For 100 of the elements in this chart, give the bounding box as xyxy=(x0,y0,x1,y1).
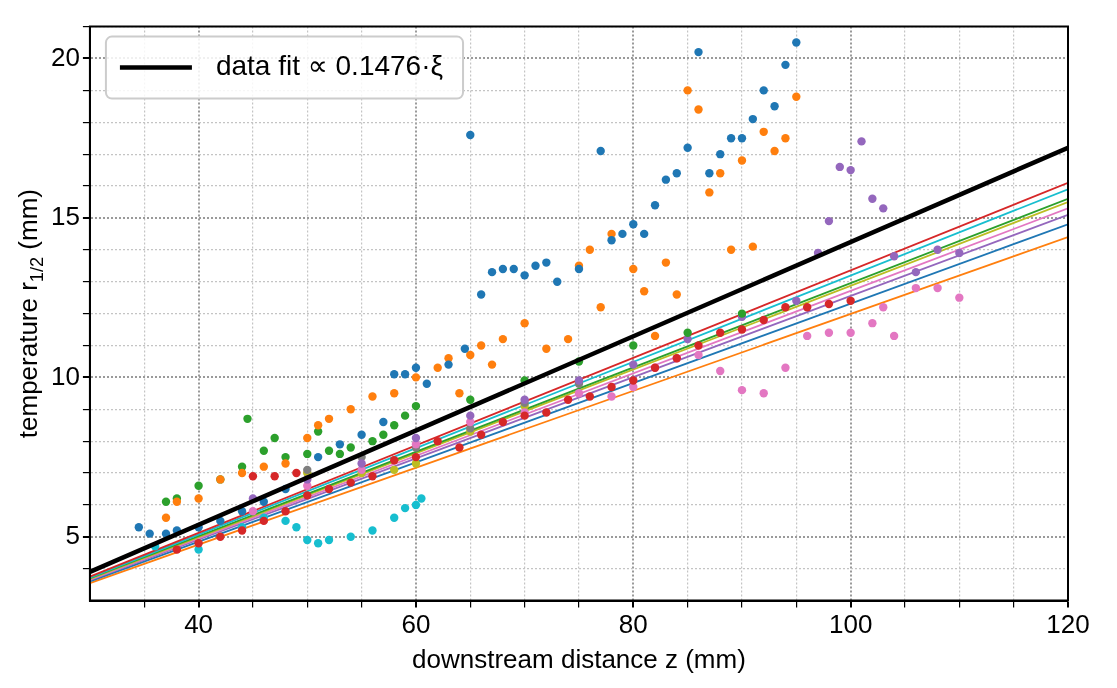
point xyxy=(759,315,768,325)
point xyxy=(824,328,834,337)
point xyxy=(770,146,779,156)
point xyxy=(705,188,714,197)
point xyxy=(281,507,290,516)
point xyxy=(357,430,366,439)
point xyxy=(455,443,464,452)
point xyxy=(955,248,964,258)
point xyxy=(390,389,399,398)
point xyxy=(313,421,323,430)
point xyxy=(498,334,508,344)
point xyxy=(248,507,258,516)
point xyxy=(281,516,290,526)
y-tick-label: 20 xyxy=(51,41,80,72)
point xyxy=(411,373,421,382)
point xyxy=(563,395,573,404)
point xyxy=(411,500,421,510)
point xyxy=(574,389,584,398)
point xyxy=(303,491,312,500)
point xyxy=(889,252,899,261)
y-tick-label: 5 xyxy=(65,519,80,550)
point xyxy=(346,443,355,452)
point xyxy=(243,414,252,424)
point xyxy=(476,341,486,350)
point xyxy=(531,261,540,270)
point xyxy=(716,169,725,178)
point xyxy=(455,389,464,398)
point xyxy=(716,328,725,337)
y-axis-title: temperature r1/2 (mm) xyxy=(13,189,47,439)
point xyxy=(476,290,486,299)
point xyxy=(879,303,888,312)
point xyxy=(683,143,692,152)
point xyxy=(596,303,605,312)
point xyxy=(520,395,529,404)
point xyxy=(661,175,671,184)
point xyxy=(639,229,649,239)
point xyxy=(824,299,834,309)
point xyxy=(194,481,203,490)
point xyxy=(726,245,736,255)
point xyxy=(400,369,410,379)
point xyxy=(194,494,203,503)
point xyxy=(466,350,475,360)
point xyxy=(248,472,258,481)
point xyxy=(281,459,290,468)
point xyxy=(781,363,790,373)
point xyxy=(781,303,790,312)
point xyxy=(346,532,355,542)
point xyxy=(911,267,921,277)
point xyxy=(868,318,877,328)
point xyxy=(411,401,421,411)
point xyxy=(379,417,388,427)
point xyxy=(145,529,154,538)
point xyxy=(629,341,638,350)
point xyxy=(259,462,268,471)
point xyxy=(629,220,638,229)
point xyxy=(650,200,660,210)
point xyxy=(737,325,747,334)
x-tick-label: 40 xyxy=(184,609,214,640)
point xyxy=(390,456,399,465)
point xyxy=(683,86,692,95)
point xyxy=(661,258,671,267)
point xyxy=(933,283,942,293)
point xyxy=(498,264,508,274)
point xyxy=(737,134,747,143)
point xyxy=(335,449,345,459)
point xyxy=(411,363,421,373)
point xyxy=(390,465,399,475)
point xyxy=(672,290,681,299)
point xyxy=(270,472,279,481)
point xyxy=(390,369,399,379)
point xyxy=(411,452,421,462)
point xyxy=(716,149,725,159)
x-axis-title: downstream distance z (mm) xyxy=(412,643,746,674)
point xyxy=(303,535,312,545)
point xyxy=(737,156,747,165)
point xyxy=(324,446,334,455)
point xyxy=(379,430,388,439)
point xyxy=(368,526,377,535)
point xyxy=(466,411,475,420)
point xyxy=(802,331,812,341)
point xyxy=(411,433,421,443)
y-tick-label: 10 xyxy=(51,360,80,391)
point xyxy=(846,328,855,337)
point xyxy=(324,414,334,424)
point xyxy=(417,494,426,503)
x-tick-label: 60 xyxy=(401,609,431,640)
point xyxy=(879,204,888,213)
point xyxy=(433,363,442,373)
point xyxy=(607,236,616,245)
point xyxy=(802,303,812,312)
point xyxy=(172,545,182,554)
point xyxy=(542,258,551,267)
point xyxy=(400,411,410,420)
point xyxy=(933,245,942,255)
point xyxy=(683,328,692,337)
point xyxy=(726,134,736,143)
point xyxy=(759,127,768,137)
point xyxy=(618,229,627,239)
point xyxy=(520,318,529,328)
point xyxy=(520,271,529,280)
